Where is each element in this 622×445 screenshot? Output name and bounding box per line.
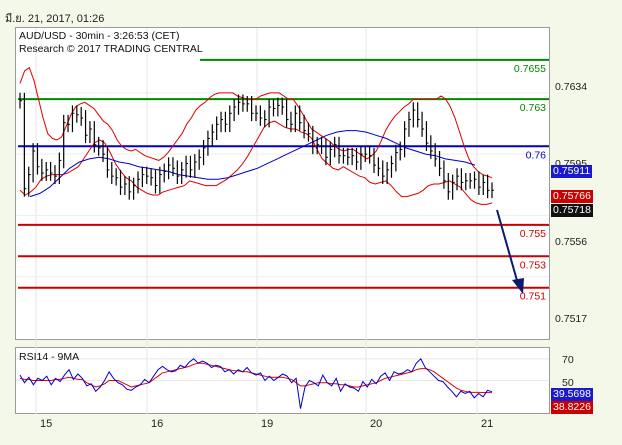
level-label-0.76: 0.76 bbox=[526, 149, 547, 161]
x-tick-15: 15 bbox=[40, 418, 53, 430]
bollinger-lower-line bbox=[19, 120, 493, 205]
level-label-0.763: 0.763 bbox=[520, 102, 546, 114]
x-tick-21: 21 bbox=[481, 418, 494, 430]
instrument-title: AUD/USD - 30min - 3:26:53 (CET) bbox=[19, 30, 180, 42]
rsi-ma-line bbox=[19, 362, 492, 394]
rsi-line bbox=[19, 357, 493, 409]
rsi-panel-label: RSI14 - 9MA bbox=[19, 351, 80, 363]
x-tick-20: 20 bbox=[370, 418, 383, 430]
rsi-y-tick-70: 70 bbox=[562, 354, 574, 366]
level-label-0.753: 0.753 bbox=[520, 259, 546, 271]
projection-arrow bbox=[496, 209, 519, 285]
level-label-0.751: 0.751 bbox=[520, 291, 546, 303]
x-tick-16: 16 bbox=[151, 418, 164, 430]
rsi-tag-value: 39.5698 bbox=[551, 388, 593, 401]
date-stamp: มี.ย. 21, 2017, 01:26 bbox=[5, 13, 105, 25]
rsi-tag-ma: 38.8226 bbox=[551, 401, 593, 414]
rsi-y-tick-50: 50 bbox=[562, 377, 574, 389]
price-tag-ma: 0.75911 bbox=[551, 165, 593, 178]
price-tag-bollinger: 0.75766 bbox=[551, 190, 593, 203]
y-tick-0: 0.7634 bbox=[555, 81, 588, 93]
projection-arrowhead bbox=[512, 278, 524, 294]
research-credit: Research © 2017 TRADING CENTRAL bbox=[19, 43, 203, 55]
x-tick-19: 19 bbox=[261, 418, 274, 430]
level-label-0.755: 0.755 bbox=[520, 228, 546, 240]
level-label-0.7655: 0.7655 bbox=[514, 63, 546, 75]
y-tick-2: 0.7556 bbox=[555, 236, 588, 248]
bollinger-upper-line bbox=[19, 66, 493, 179]
moving-average-line bbox=[29, 130, 476, 198]
y-tick-3: 0.7517 bbox=[555, 313, 588, 325]
price-tag-last: 0.75718 bbox=[551, 204, 593, 217]
